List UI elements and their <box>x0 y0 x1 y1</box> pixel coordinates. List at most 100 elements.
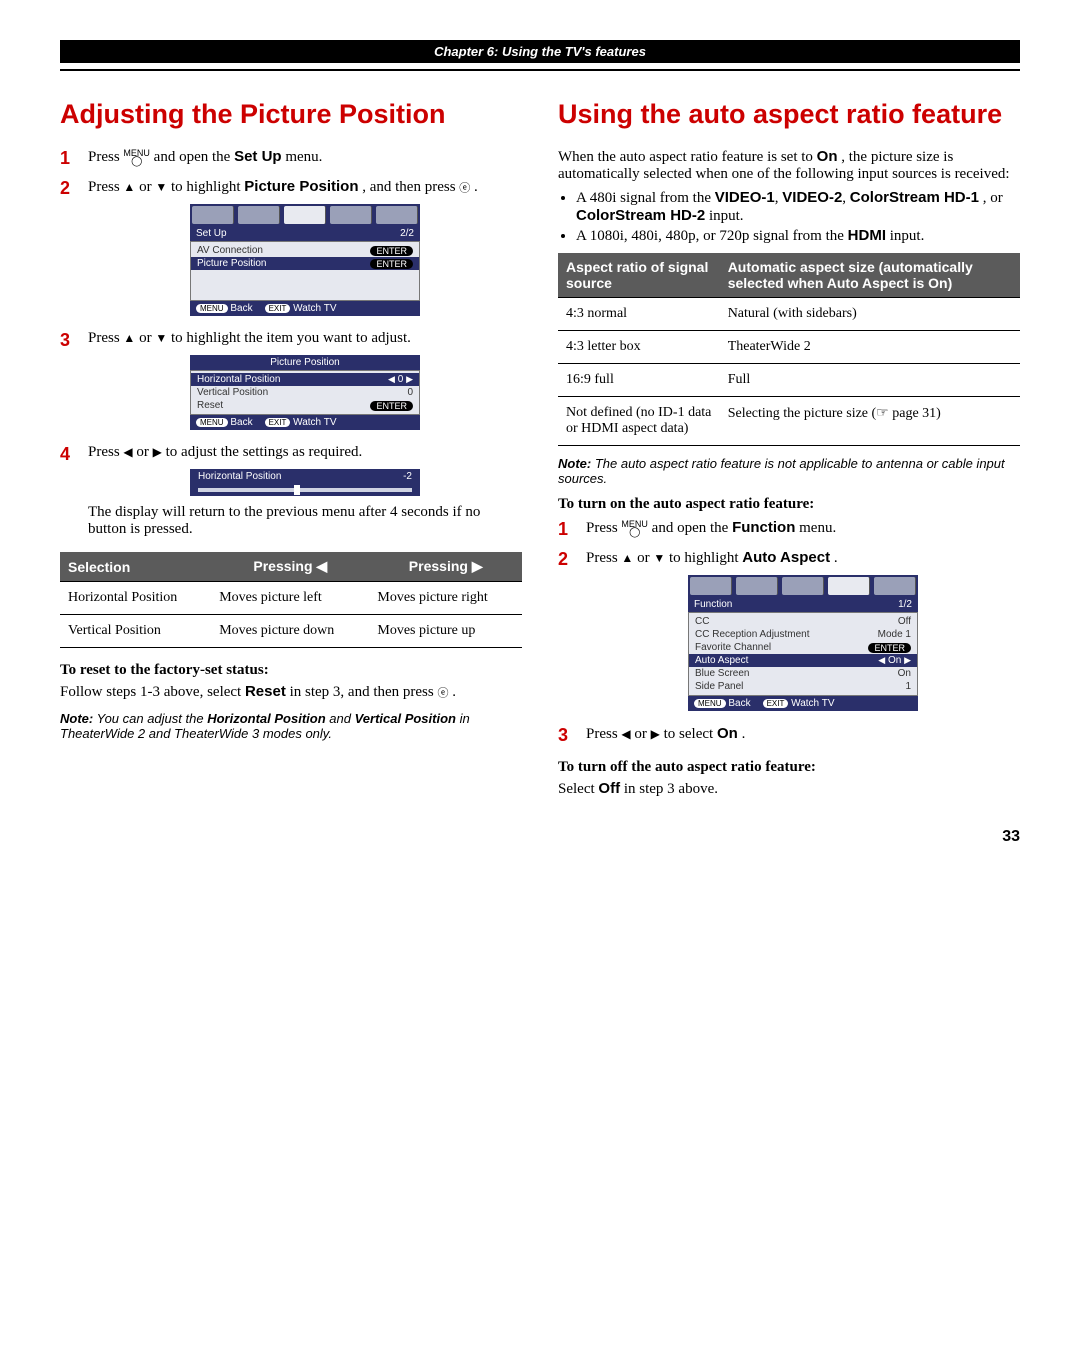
turn-on-subhead: To turn on the auto aspect ratio feature… <box>558 496 1020 513</box>
step-1: 1 Press MENU◯ and open the Set Up menu. <box>60 148 522 172</box>
osd-function-panel: Function 1/2 CCOff CC Reception Adjustme… <box>688 575 918 711</box>
table-row: Not defined (no ID-1 data or HDMI aspect… <box>558 397 1020 446</box>
text: in step 3, and then press <box>290 684 438 700</box>
osd-footer-watch: Watch TV <box>293 303 336 314</box>
osd-tabs <box>688 575 918 597</box>
osd-row-value: ENTER <box>868 643 911 653</box>
menu-name: Set Up <box>234 148 282 165</box>
right-arrow-icon: ▶ <box>651 727 660 741</box>
menu-key-icon: MENU◯ <box>621 520 648 537</box>
left-arrow-icon: ◀ <box>123 445 132 459</box>
osd-row: Reset ENTER <box>191 399 419 412</box>
text: When the auto aspect ratio feature is se… <box>558 149 817 165</box>
right-column: Using the auto aspect ratio feature When… <box>558 99 1020 798</box>
right-chevron-icon: ▶ <box>406 374 413 384</box>
osd-row-label: Favorite Channel <box>695 642 771 653</box>
osd-row: AV Connection ENTER <box>191 244 419 257</box>
osd-row: Picture Position ENTER <box>191 257 419 270</box>
osd-row: Side Panel1 <box>689 680 917 693</box>
table-cell: 4:3 letter box <box>558 331 720 364</box>
table-cell: Vertical Position <box>60 615 211 648</box>
table-cell: 16:9 full <box>558 364 720 397</box>
osd-row-value: ENTER <box>370 259 413 269</box>
text: and <box>329 711 354 726</box>
osd-row: CCOff <box>689 615 917 628</box>
table-cell: TheaterWide 2 <box>720 331 1020 364</box>
text: or <box>139 330 155 346</box>
text: . <box>742 726 746 742</box>
osd-tab-icon <box>330 206 372 224</box>
off-label: Off <box>598 780 620 797</box>
table-cell: Horizontal Position <box>60 582 211 615</box>
osd-header-label: Function <box>694 599 732 610</box>
text: to select <box>664 726 717 742</box>
aspect-table: Aspect ratio of signal source Automatic … <box>558 253 1020 446</box>
input-name: VIDEO-1 <box>715 189 775 206</box>
osd-tab-icon <box>376 206 418 224</box>
text: to adjust the settings as required. <box>166 444 363 460</box>
text: Press <box>88 330 123 346</box>
up-arrow-icon: ▲ <box>123 180 135 194</box>
list-item: A 480i signal from the VIDEO-1, VIDEO-2,… <box>576 189 1020 225</box>
osd-row-value: 0 <box>398 374 404 385</box>
input-name: ColorStream HD-1 <box>850 189 979 206</box>
after-step-text: The display will return to the previous … <box>88 504 522 538</box>
osd-row: Vertical Position 0 <box>191 386 419 399</box>
text: to highlight the item you want to adjust… <box>171 330 411 346</box>
table-header: Selection <box>60 552 211 582</box>
osd-panel-title: Picture Position <box>190 355 420 370</box>
menu-key-icon: MENU◯ <box>123 149 150 166</box>
text: The auto aspect ratio feature is not app… <box>558 456 1005 486</box>
step-number: 1 <box>60 148 78 172</box>
osd-row-label: Blue Screen <box>695 668 749 679</box>
left-chevron-icon: ◀ <box>388 374 395 384</box>
right-section-title: Using the auto aspect ratio feature <box>558 99 1020 130</box>
table-cell: Selecting the picture size (☞ page 31) <box>720 397 1020 446</box>
table-row: 4:3 normal Natural (with sidebars) <box>558 298 1020 331</box>
table-cell: Natural (with sidebars) <box>720 298 1020 331</box>
table-cell: Full <box>720 364 1020 397</box>
reset-label: Reset <box>245 683 286 700</box>
left-section-title: Adjusting the Picture Position <box>60 99 522 130</box>
osd-row-label: CC Reception Adjustment <box>695 629 810 640</box>
text: Follow steps 1-3 above, select <box>60 684 245 700</box>
text: Press <box>88 149 123 165</box>
input-bullet-list: A 480i signal from the VIDEO-1, VIDEO-2,… <box>576 189 1020 245</box>
right-chevron-icon: ▶ <box>904 655 911 665</box>
step-2: 2 Press ▲ or ▼ to highlight Picture Posi… <box>60 178 522 324</box>
text: or <box>139 179 155 195</box>
table-header: Aspect ratio of signal source <box>558 253 720 298</box>
text: menu. <box>799 520 836 536</box>
left-arrow-icon: ◀ <box>621 727 630 741</box>
table-header: Pressing ▶ <box>369 552 522 582</box>
divider <box>60 69 1020 71</box>
chapter-header: Chapter 6: Using the TV's features <box>60 40 1020 63</box>
two-column-layout: Adjusting the Picture Position 1 Press M… <box>60 99 1020 798</box>
exit-pill-icon: EXIT <box>763 699 789 708</box>
step-number: 3 <box>60 330 78 438</box>
osd-footer-back: Back <box>728 698 750 709</box>
osd-row-label: Picture Position <box>197 258 266 269</box>
osd-footer-back: Back <box>230 303 252 314</box>
step-number: 2 <box>558 549 576 719</box>
text: or <box>136 444 152 460</box>
osd-tab-icon <box>874 577 916 595</box>
left-chevron-icon: ◀ <box>878 655 885 665</box>
enter-key-icon: ⓔ <box>437 688 448 700</box>
text: input. <box>890 228 925 244</box>
osd-row-value: ENTER <box>370 246 413 256</box>
table-row: Horizontal Position Moves picture left M… <box>60 582 522 615</box>
text: Select <box>558 781 598 797</box>
on-label: On <box>817 148 838 165</box>
text: Press <box>586 550 621 566</box>
step-number: 1 <box>558 519 576 543</box>
slider-thumb-icon <box>294 485 300 495</box>
down-arrow-icon: ▼ <box>155 331 167 345</box>
text: Press <box>88 444 123 460</box>
exit-pill-icon: EXIT <box>265 304 291 313</box>
menu-pill-icon: MENU <box>196 304 228 313</box>
note-term: Horizontal Position <box>207 711 325 726</box>
text: or <box>637 550 653 566</box>
text: Press <box>88 179 123 195</box>
menu-item: Auto Aspect <box>742 549 830 566</box>
